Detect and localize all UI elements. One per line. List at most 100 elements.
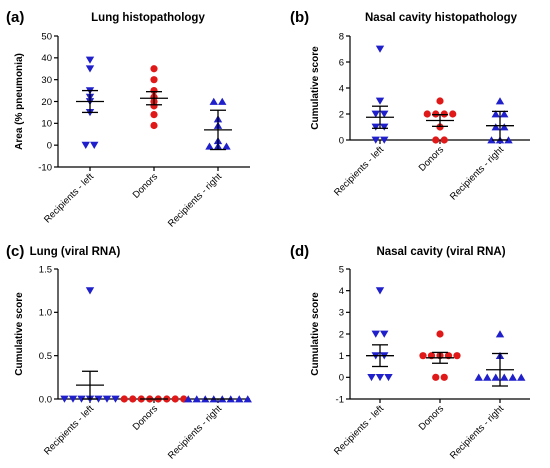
data-point — [102, 395, 112, 403]
data-point — [495, 330, 505, 338]
y-tick-label: 4 — [339, 286, 344, 297]
data-point — [235, 395, 244, 403]
y-tick-label: 1 — [339, 351, 344, 362]
x-category-label: Donors — [131, 171, 161, 201]
data-point — [375, 45, 385, 53]
data-point — [436, 97, 444, 105]
data-point — [85, 65, 95, 73]
data-point — [205, 142, 214, 150]
panel-letter: (c) — [6, 243, 24, 260]
chart-panel-1: (a) Lung histopathology Area (% pneumonia)… — [6, 9, 250, 230]
data-point — [508, 373, 517, 381]
y-tick-label: 50 — [41, 31, 52, 42]
data-point — [500, 123, 509, 131]
y-tick-label: 30 — [41, 75, 52, 86]
y-tick-label: 0 — [339, 373, 344, 384]
x-category-label: Donors — [131, 403, 161, 433]
data-point — [150, 121, 158, 130]
x-category-label: Recipients - left — [42, 403, 96, 457]
y-tick-label: 1.5 — [39, 264, 52, 275]
data-point — [171, 395, 179, 403]
y-tick-label: 2 — [339, 329, 344, 340]
x-category-label: Recipients - right — [448, 144, 506, 202]
y-axis-label: Area (% pneumonia) — [14, 53, 25, 150]
data-point — [423, 110, 431, 118]
chart-panel-2: (b) Nasal cavity histopathology Cumulative… — [290, 9, 530, 203]
y-tick-label: 5 — [339, 264, 344, 275]
chart-panel-3: (c) Lung (viral RNA) Cumulative score 0.0 0.… — [6, 243, 252, 462]
panel-title: Nasal cavity histopathology — [365, 12, 518, 24]
data-point — [184, 395, 193, 403]
panel-letter: (a) — [6, 9, 24, 26]
data-point — [218, 97, 227, 105]
data-point — [68, 395, 78, 403]
data-point — [371, 110, 380, 118]
data-point — [500, 110, 509, 118]
data-point — [375, 287, 385, 295]
data-point — [384, 373, 393, 382]
y-tick-label: 1.0 — [39, 308, 52, 319]
data-point — [81, 141, 90, 149]
data-point — [517, 373, 526, 381]
data-point — [491, 373, 500, 381]
x-category-label: Recipients - left — [42, 171, 96, 225]
y-tick-label: 0 — [47, 140, 52, 151]
x-category-label: Donors — [417, 403, 447, 433]
data-point — [120, 395, 128, 403]
data-point — [375, 97, 385, 105]
data-point — [453, 352, 461, 360]
data-point — [380, 330, 389, 338]
chart-panel-4: (d) Nasal cavity (viral RNA) Cumulative sc… — [290, 243, 530, 462]
panel-title: Nasal cavity (viral RNA) — [376, 246, 505, 258]
y-tick-label: -1 — [336, 394, 344, 405]
data-point — [60, 395, 69, 403]
data-point — [375, 373, 385, 382]
data-point — [94, 395, 103, 403]
panel-title: Lung histopathology — [91, 12, 205, 24]
y-tick-label: 8 — [339, 31, 344, 42]
panel-title: Lung (viral RNA) — [30, 246, 121, 258]
data-point — [192, 395, 201, 403]
data-point — [150, 111, 158, 119]
data-point — [380, 110, 389, 118]
data-point — [504, 136, 513, 144]
data-point — [367, 373, 376, 382]
y-axis-label: Cumulative score — [310, 292, 321, 376]
data-point — [491, 123, 500, 131]
data-point — [449, 110, 457, 118]
data-point — [483, 373, 492, 381]
data-point — [371, 123, 380, 131]
data-point — [85, 287, 95, 295]
data-point — [371, 330, 380, 338]
y-tick-label: 2 — [339, 109, 344, 120]
y-tick-label: 40 — [41, 53, 52, 64]
data-point — [150, 76, 158, 84]
y-axis-label: Cumulative score — [14, 292, 25, 376]
data-point — [487, 136, 496, 144]
data-point — [90, 141, 99, 149]
data-point — [380, 123, 389, 131]
data-point — [500, 373, 509, 381]
data-point — [150, 86, 158, 95]
x-category-label: Recipients - right — [166, 403, 224, 461]
data-point — [85, 56, 95, 64]
data-point — [380, 136, 389, 144]
data-point — [222, 142, 231, 150]
data-point — [111, 395, 120, 403]
y-tick-label: 6 — [339, 57, 344, 68]
y-tick-label: 4 — [339, 83, 344, 94]
x-category-label: Recipients - right — [448, 403, 506, 461]
y-tick-label: 10 — [41, 119, 52, 130]
data-point — [419, 352, 427, 360]
y-tick-label: 0 — [339, 135, 344, 146]
panel-letter: (b) — [290, 9, 309, 26]
data-point — [440, 373, 448, 381]
x-category-label: Recipients - left — [332, 144, 386, 198]
y-axis-label: Cumulative score — [310, 46, 321, 130]
data-point — [491, 110, 500, 118]
data-point — [436, 330, 444, 338]
y-tick-label: 20 — [41, 97, 52, 108]
data-point — [243, 395, 252, 403]
data-point — [495, 97, 505, 105]
